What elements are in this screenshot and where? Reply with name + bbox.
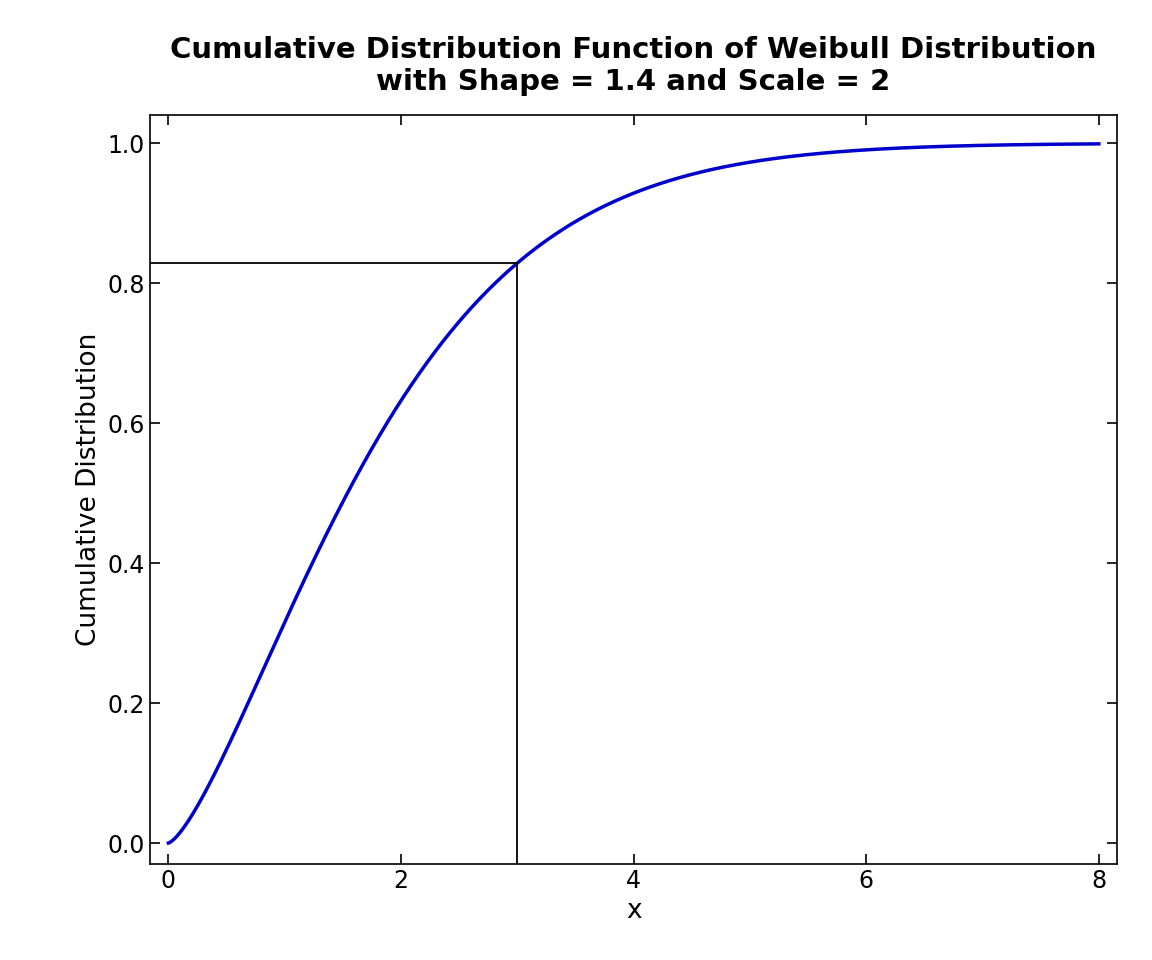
Title: Cumulative Distribution Function of Weibull Distribution
with Shape = 1.4 and Sc: Cumulative Distribution Function of Weib… (170, 36, 1097, 96)
X-axis label: x: x (626, 899, 642, 924)
Y-axis label: Cumulative Distribution: Cumulative Distribution (76, 333, 101, 646)
